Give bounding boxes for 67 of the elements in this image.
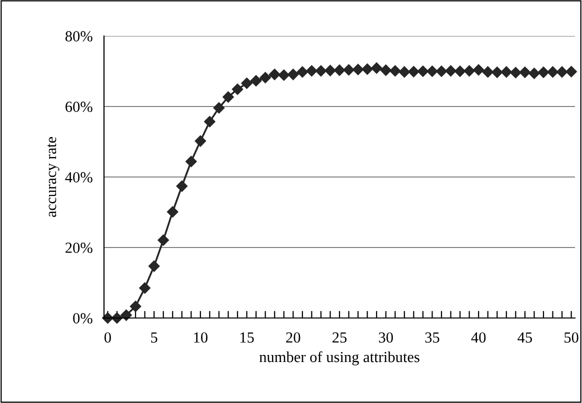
x-tick-label: 45 bbox=[518, 332, 532, 343]
point bbox=[343, 64, 354, 76]
point bbox=[130, 300, 142, 312]
point bbox=[370, 62, 382, 74]
point bbox=[288, 68, 299, 80]
point bbox=[492, 66, 503, 78]
x-tick-label: 40 bbox=[471, 332, 486, 343]
point bbox=[408, 66, 420, 78]
point bbox=[232, 84, 244, 95]
point bbox=[362, 64, 373, 75]
x-tick-label: 25 bbox=[332, 332, 347, 343]
x-axis-title: number of using attributes bbox=[259, 351, 420, 366]
point bbox=[250, 75, 262, 86]
point bbox=[380, 64, 392, 76]
point bbox=[445, 65, 456, 77]
point bbox=[139, 282, 150, 294]
point bbox=[566, 66, 577, 78]
point bbox=[186, 156, 197, 168]
point bbox=[436, 66, 448, 77]
point bbox=[500, 66, 512, 78]
x-tick-label: 35 bbox=[425, 332, 440, 343]
point bbox=[306, 65, 318, 77]
x-tick-label: 30 bbox=[378, 332, 393, 343]
point bbox=[148, 260, 160, 272]
point bbox=[296, 66, 308, 78]
x-tick-label: 5 bbox=[151, 332, 158, 343]
x-tick-label: 15 bbox=[240, 332, 254, 343]
point bbox=[167, 206, 178, 218]
point bbox=[120, 310, 132, 321]
point bbox=[213, 102, 225, 114]
point bbox=[194, 135, 206, 147]
y-tick-label: 40% bbox=[65, 172, 92, 182]
x-tick-label: 10 bbox=[194, 332, 208, 343]
y-tick-label: 80% bbox=[65, 31, 92, 42]
point bbox=[334, 64, 346, 76]
point bbox=[454, 66, 466, 77]
point bbox=[528, 68, 540, 79]
y-axis-title: accuracy rate bbox=[47, 137, 60, 217]
point bbox=[324, 64, 336, 76]
y-tick-label: 60% bbox=[66, 102, 92, 112]
point bbox=[510, 67, 522, 78]
point bbox=[390, 65, 401, 77]
point bbox=[158, 234, 169, 246]
point bbox=[426, 66, 438, 77]
point bbox=[352, 64, 364, 76]
x-tick-label: 0 bbox=[104, 332, 111, 343]
point bbox=[464, 65, 475, 77]
point bbox=[278, 70, 290, 81]
x-tick-label: 50 bbox=[564, 332, 578, 343]
point bbox=[260, 72, 271, 84]
point bbox=[547, 66, 558, 78]
point bbox=[482, 66, 494, 78]
point bbox=[556, 66, 568, 78]
point bbox=[268, 68, 280, 80]
x-tick-label: 20 bbox=[286, 332, 300, 343]
point bbox=[315, 65, 327, 77]
point bbox=[241, 78, 252, 89]
point bbox=[519, 66, 531, 78]
point bbox=[222, 91, 234, 103]
point bbox=[398, 66, 410, 78]
point bbox=[472, 64, 484, 76]
point bbox=[538, 66, 550, 78]
y-tick-label: 0% bbox=[73, 313, 92, 324]
point bbox=[204, 116, 216, 128]
y-tick-label: 20% bbox=[66, 242, 92, 253]
point bbox=[417, 66, 429, 77]
point bbox=[176, 180, 188, 192]
